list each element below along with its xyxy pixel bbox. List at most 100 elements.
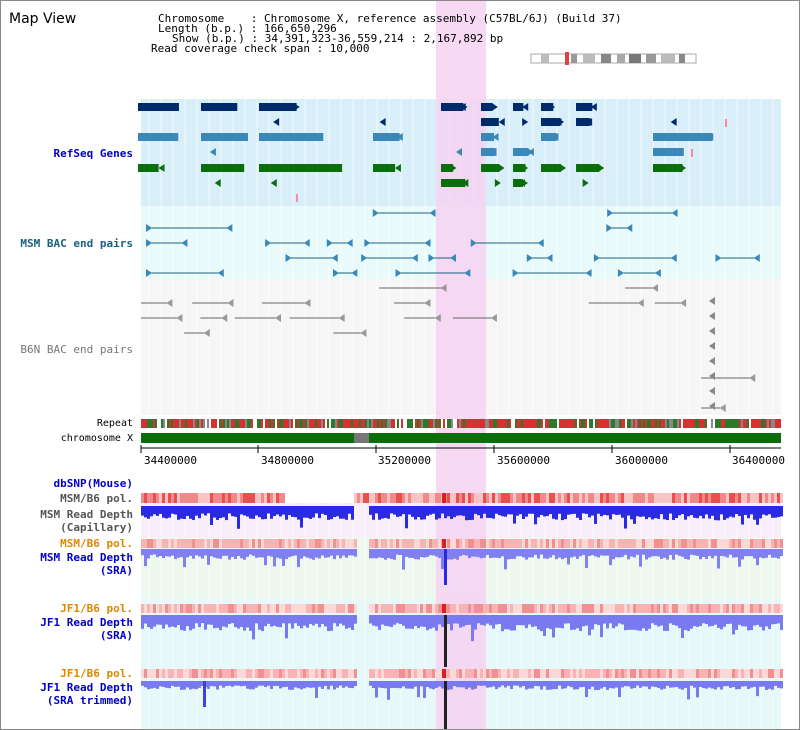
polymorphism-cell	[414, 604, 417, 613]
msm-pol-sra-label[interactable]: MSM/B6 pol.	[60, 537, 133, 550]
read-depth-bar	[381, 681, 384, 689]
repeat-segment	[339, 419, 341, 428]
repeat-segment	[329, 419, 331, 428]
repeat-segment	[187, 419, 189, 428]
polymorphism-tracks[interactable]	[141, 493, 783, 678]
polymorphism-cell	[708, 604, 711, 613]
repeat-segment	[775, 419, 777, 428]
polymorphism-cell	[183, 539, 186, 548]
polymorphism-cell	[201, 669, 204, 678]
chromosome-ideogram[interactable]	[530, 52, 697, 65]
chromosome-bar[interactable]	[141, 433, 781, 443]
msm-bac-label[interactable]: MSM BAC end pairs	[20, 237, 133, 250]
polymorphism-cell	[165, 493, 168, 503]
repeat-segment	[285, 419, 287, 428]
bac-end-arrow	[338, 314, 345, 322]
dbsnp-label[interactable]: dbSNP(Mouse)	[53, 477, 133, 490]
polymorphism-cell	[156, 539, 159, 548]
gene-strand-arrow	[138, 133, 145, 141]
polymorphism-cell	[531, 604, 534, 613]
polymorphism-cell	[237, 604, 240, 613]
polymorphism-cell	[618, 493, 621, 503]
polymorphism-cell	[315, 539, 318, 548]
read-depth-bar	[681, 506, 684, 515]
polymorphism-cell	[753, 669, 756, 678]
msm-depth-sra-label[interactable]: MSM Read Depth	[40, 551, 133, 564]
polymorphism-cell	[483, 493, 486, 503]
read-depth-bar	[252, 681, 255, 690]
read-depth-bar	[252, 549, 255, 556]
read-depth-bar	[252, 506, 255, 519]
polymorphism-cell	[306, 539, 309, 548]
jf1-depth-trimmed-label[interactable]: JF1 Read Depth	[40, 681, 133, 694]
polymorphism-cell	[189, 539, 192, 548]
polymorphism-cell	[255, 539, 258, 548]
read-depth-bar	[525, 681, 528, 690]
polymorphism-cell	[522, 669, 525, 678]
read-depth-bar	[237, 549, 240, 557]
read-depth-bar	[690, 615, 693, 629]
repeat-segment	[495, 419, 497, 428]
read-depth-bar	[756, 681, 759, 697]
read-depth-bar	[714, 506, 717, 521]
read-depth-bar	[720, 681, 723, 690]
read-depth-bar	[288, 549, 291, 558]
msm-depth-capillary-label[interactable]: MSM Read Depth	[40, 508, 133, 521]
polymorphism-cell	[333, 669, 336, 678]
read-depth-bar	[588, 615, 591, 636]
read-depth-bar	[342, 681, 345, 688]
polymorphism-cell	[291, 669, 294, 678]
jf1-pol-trimmed-label[interactable]: JF1/B6 pol.	[60, 667, 133, 680]
polymorphism-cell	[303, 539, 306, 548]
repeat-segment	[705, 419, 707, 428]
read-depth-bar	[747, 506, 750, 519]
polymorphism-cell	[501, 604, 504, 613]
chromosome-gap	[354, 433, 369, 443]
gene-strand-arrow	[580, 164, 587, 172]
polymorphism-cell	[177, 604, 180, 613]
msm-bac-track[interactable]	[146, 209, 760, 277]
polymorphism-cell	[177, 669, 180, 678]
read-depth-bar	[159, 506, 162, 514]
polymorphism-cell	[378, 539, 381, 548]
polymorphism-cell	[681, 669, 684, 678]
repeat-segment	[515, 419, 517, 428]
polymorphism-cell	[573, 539, 576, 548]
read-depth-bar	[723, 549, 726, 557]
jf1-depth-sra-label[interactable]: JF1 Read Depth	[40, 616, 133, 629]
refseq-gene	[653, 148, 684, 156]
repeat-track[interactable]	[141, 419, 781, 428]
polymorphism-cell	[273, 669, 276, 678]
read-depth-bar	[666, 615, 669, 631]
read-depth-bar	[429, 506, 432, 515]
polymorphism-cell	[279, 604, 282, 613]
read-depth-bar	[774, 506, 777, 518]
read-depth-tracks[interactable]	[141, 506, 783, 729]
polymorphism-cell	[246, 604, 249, 613]
repeat-segment	[303, 419, 305, 428]
polymorphism-cell	[720, 669, 723, 678]
read-depth-bar	[576, 681, 579, 690]
polymorphism-cell	[516, 669, 519, 678]
polymorphism-cell	[678, 493, 681, 503]
polymorphism-cell	[333, 604, 336, 613]
refseq-genes-label[interactable]: RefSeq Genes	[53, 147, 133, 160]
read-depth-bar	[177, 549, 180, 558]
polymorphism-cell	[582, 669, 585, 678]
repeat-segment	[259, 419, 261, 428]
jf1-pol-label[interactable]: JF1/B6 pol.	[60, 602, 133, 615]
b6n-bac-label[interactable]: B6N BAC end pairs	[20, 343, 133, 356]
read-depth-bar	[720, 506, 723, 515]
polymorphism-cell	[246, 669, 249, 678]
read-depth-bar	[405, 549, 408, 557]
b6n-bac-track[interactable]	[141, 284, 756, 412]
gene-strand-arrow	[304, 133, 311, 141]
read-depth-bar	[201, 615, 204, 624]
read-depth-bar	[525, 549, 528, 560]
polymorphism-cell	[693, 669, 696, 678]
polymorphism-cell	[450, 604, 453, 613]
msm-pol-label[interactable]: MSM/B6 pol.	[60, 492, 133, 505]
refseq-genes-track[interactable]	[138, 103, 727, 202]
repeat-segment	[233, 419, 235, 428]
